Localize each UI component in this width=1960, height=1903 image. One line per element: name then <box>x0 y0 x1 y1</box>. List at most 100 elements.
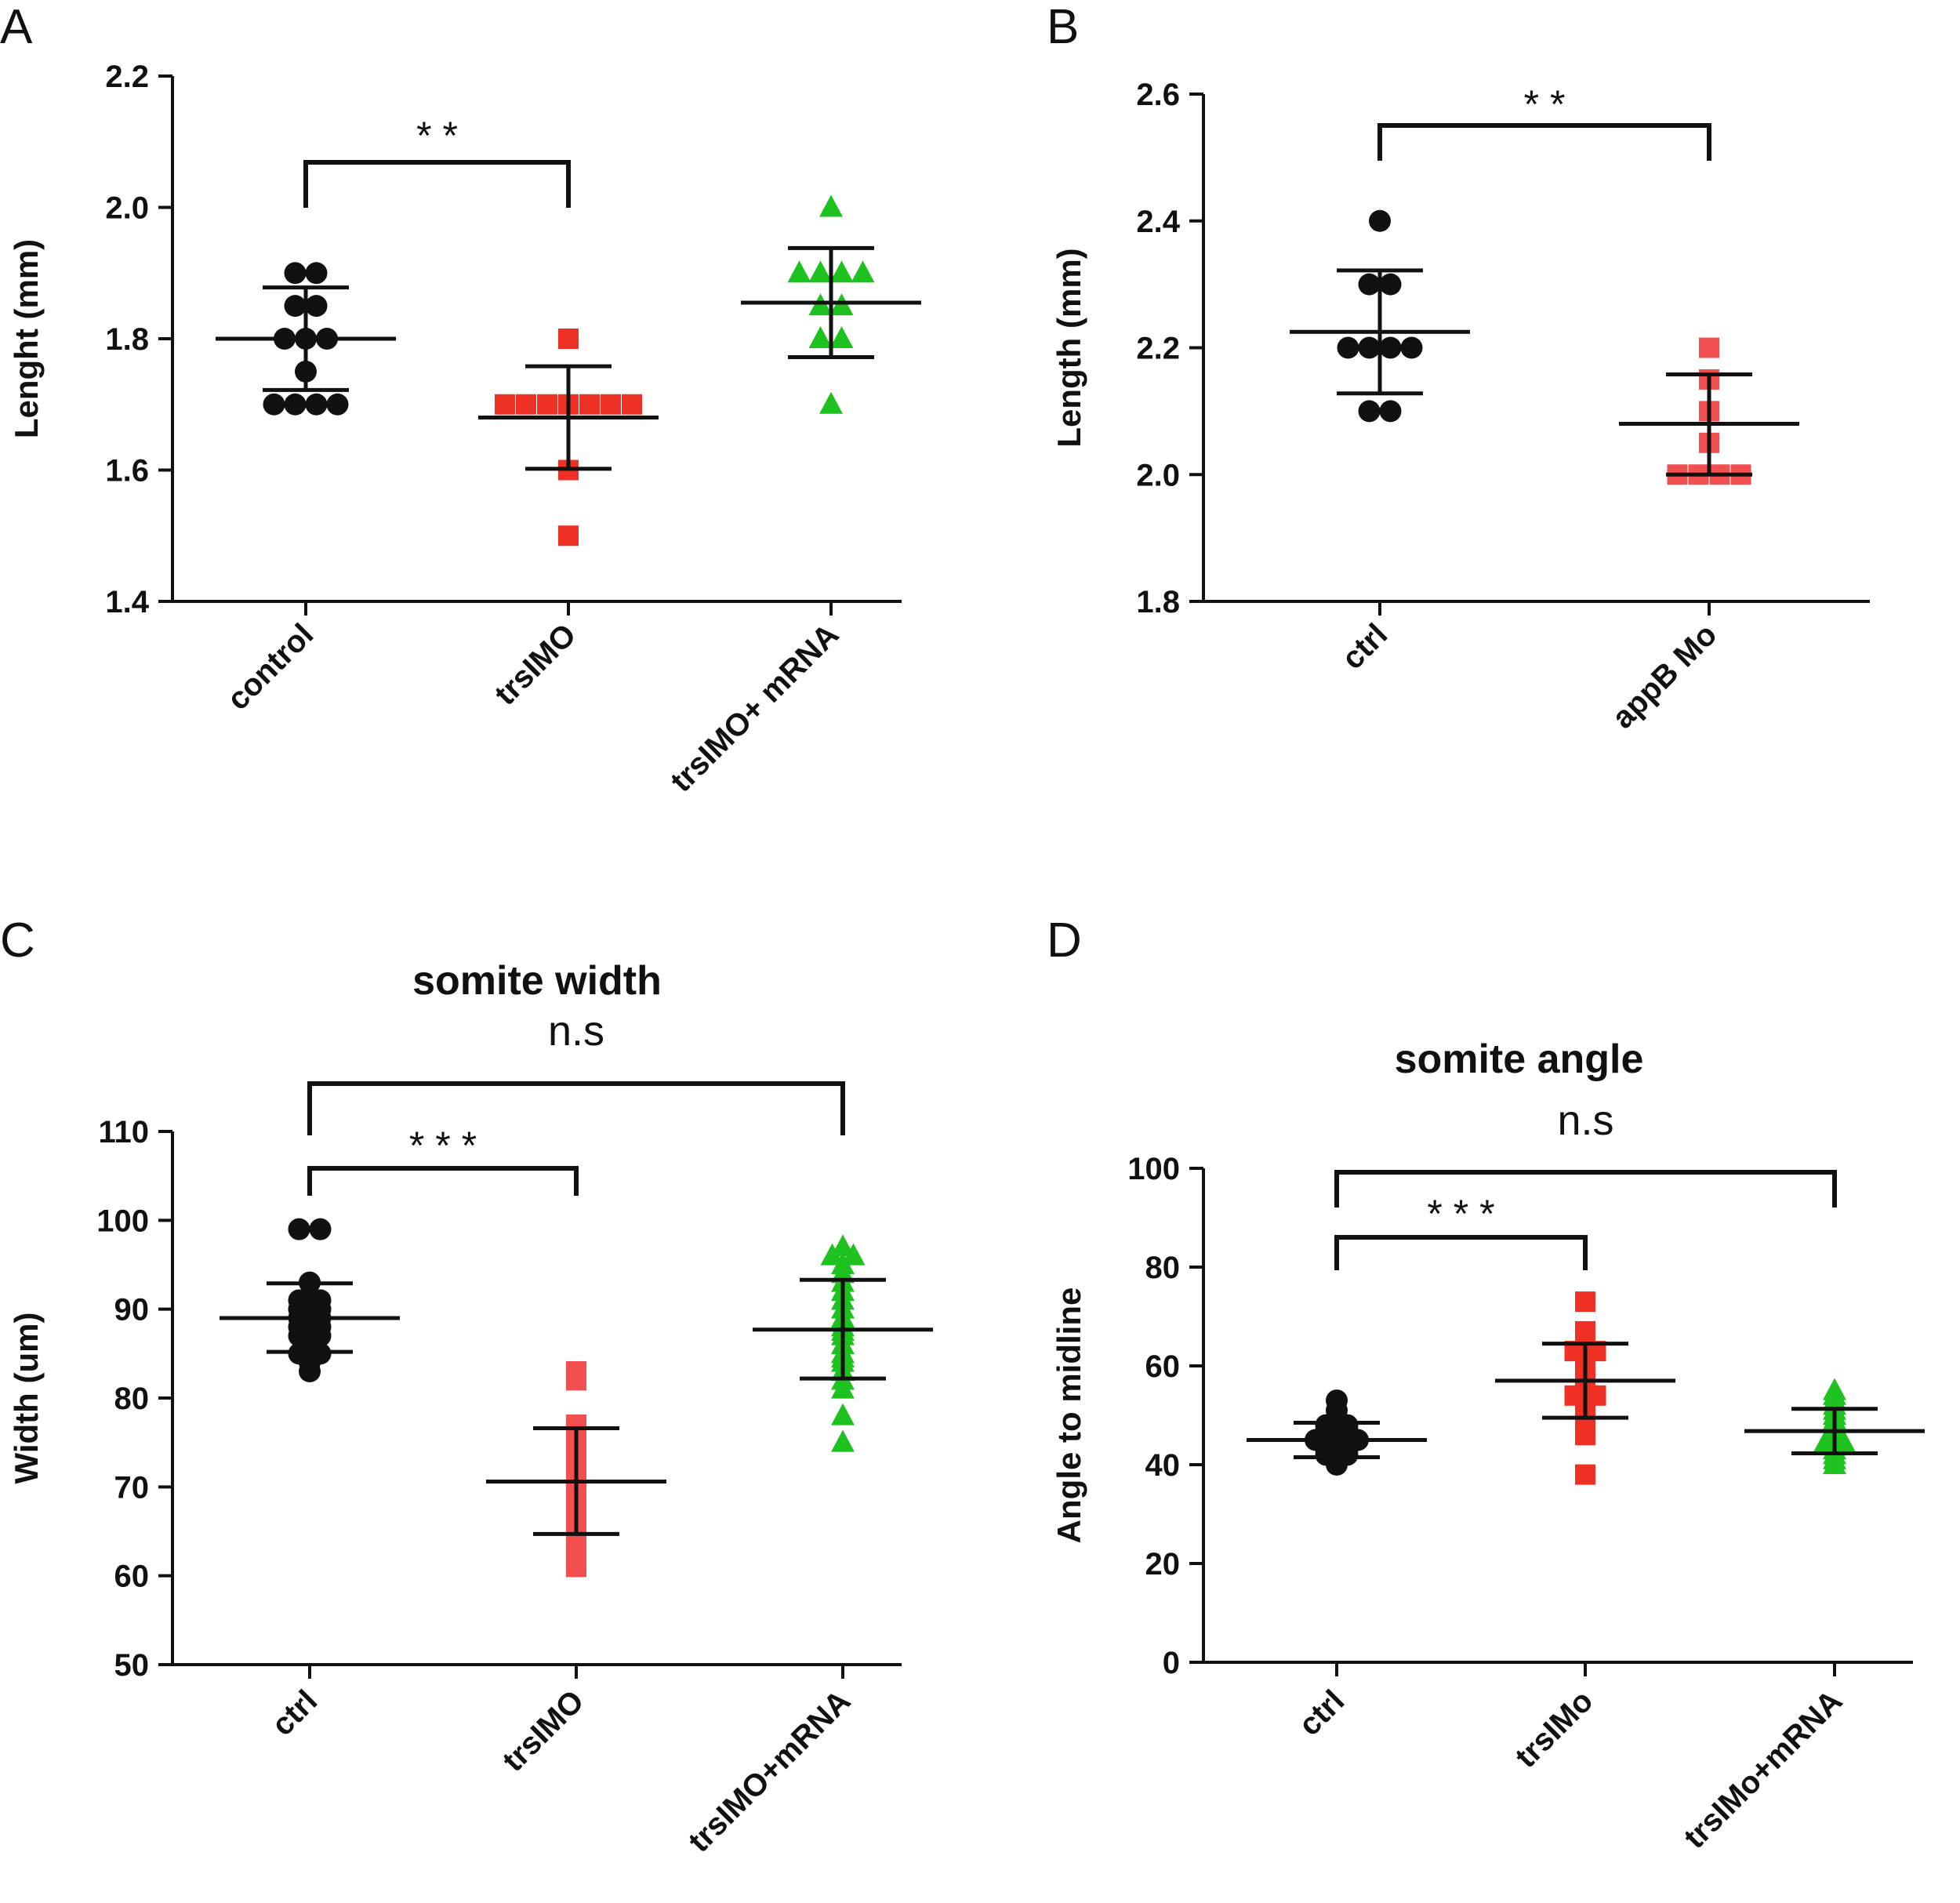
x-tick-label: appB Mo <box>1606 617 1724 735</box>
x-tick-label: trsIMO <box>488 617 583 712</box>
data-point <box>558 525 579 547</box>
y-axis-label: Width (um) <box>8 1313 45 1484</box>
data-point <box>284 393 307 416</box>
y-tick-label: 90 <box>114 1293 150 1327</box>
data-point <box>1379 273 1402 296</box>
x-tick-label: trsIMO+mRNA <box>682 1683 858 1859</box>
y-tick-label: 60 <box>1145 1349 1181 1384</box>
data-point <box>808 326 833 348</box>
series-ctrl <box>1247 1389 1427 1476</box>
data-point <box>284 295 307 318</box>
data-point <box>516 394 536 415</box>
y-tick-label: 100 <box>1127 1152 1180 1186</box>
x-tick-label: control <box>220 617 320 717</box>
y-axis-label: Length (mm) <box>1051 248 1087 447</box>
data-point <box>1575 1464 1595 1485</box>
data-point <box>305 262 328 285</box>
data-point <box>309 1218 332 1240</box>
data-point <box>841 1243 866 1266</box>
series-ctrl <box>1290 209 1470 423</box>
y-tick-label: 0 <box>1163 1646 1180 1680</box>
panel-a: A 1.4 1.6 1.8 2.0 2.2 Lenght (mm) control trsIMO… <box>0 0 921 799</box>
data-point <box>1575 1291 1595 1313</box>
y-tick-label: 2.2 <box>105 60 149 94</box>
data-point <box>808 260 833 283</box>
panel-letter: C <box>0 913 35 968</box>
significance-bracket <box>303 160 571 208</box>
series-trsimo-mrna <box>741 194 921 414</box>
data-point <box>831 1403 855 1425</box>
significance-label: * * <box>416 114 458 158</box>
data-point <box>831 1429 855 1452</box>
data-point <box>622 394 642 415</box>
data-point <box>1400 336 1423 359</box>
x-tick-label: trsIMO+ mRNA <box>664 617 846 799</box>
data-point <box>1379 400 1402 423</box>
chart-title: somite angle <box>1395 1037 1644 1082</box>
data-point <box>787 260 811 283</box>
data-point <box>1358 273 1381 296</box>
data-point <box>829 326 854 348</box>
y-axis-label: Angle to midline <box>1051 1287 1087 1544</box>
data-point <box>579 394 600 415</box>
series-trsimo <box>486 1361 666 1578</box>
data-point <box>819 391 843 414</box>
data-point <box>284 262 307 285</box>
data-point <box>601 394 621 415</box>
y-tick-label: 70 <box>114 1470 150 1505</box>
data-point <box>495 394 515 415</box>
significance-label: * * * <box>409 1124 477 1168</box>
significance-label: * * * <box>1427 1192 1494 1236</box>
chart-title: somite width <box>412 958 662 1004</box>
data-point <box>305 295 328 318</box>
y-tick-label: 2.0 <box>1136 458 1180 492</box>
data-point <box>566 1370 586 1391</box>
y-tick-label: 2.6 <box>1136 78 1180 112</box>
significance-label: n.s <box>1557 1097 1613 1144</box>
significance-label: n.s <box>548 1008 604 1055</box>
data-point <box>1337 336 1359 359</box>
panel-letter: B <box>1047 0 1079 54</box>
data-point <box>537 394 557 415</box>
y-tick-label: 50 <box>114 1648 150 1683</box>
data-point <box>1823 1452 1846 1474</box>
data-point <box>299 1360 321 1382</box>
data-point <box>326 393 349 416</box>
series-appb-mo <box>1619 337 1799 485</box>
x-tick-label: trsIMo <box>1508 1683 1599 1774</box>
data-point <box>288 1218 310 1240</box>
y-tick-label: 1.4 <box>105 585 149 619</box>
data-point <box>819 194 843 217</box>
data-point <box>829 260 854 283</box>
panel-letter: A <box>0 0 33 54</box>
y-tick-label: 100 <box>96 1204 149 1238</box>
y-tick-label: 40 <box>1145 1448 1181 1483</box>
y-tick-label: 80 <box>1145 1251 1181 1285</box>
data-point <box>1575 1425 1595 1446</box>
x-tick-label: ctrl <box>1335 617 1394 676</box>
y-tick-label: 2.4 <box>1136 205 1180 239</box>
series-trsimo-mrna <box>753 1234 933 1452</box>
data-point <box>566 1556 586 1578</box>
series-trsimo <box>1495 1291 1675 1485</box>
panel-letter: D <box>1047 913 1082 968</box>
series-control <box>216 262 396 416</box>
y-axis-label: Lenght (mm) <box>8 239 45 438</box>
data-point <box>1358 400 1381 423</box>
data-point <box>1369 209 1391 232</box>
significance-bracket <box>1377 123 1711 161</box>
y-tick-label: 80 <box>114 1382 150 1416</box>
y-tick-label: 110 <box>98 1115 149 1149</box>
series-ctrl <box>220 1218 400 1382</box>
data-point <box>1699 337 1719 358</box>
significance-bracket <box>1334 1170 1837 1208</box>
y-tick-label: 1.6 <box>105 454 149 488</box>
data-point <box>831 1376 855 1399</box>
y-tick-label: 60 <box>114 1560 150 1594</box>
significance-bracket <box>307 1081 845 1135</box>
data-point <box>558 329 579 349</box>
data-point <box>1358 336 1381 359</box>
data-point <box>831 1234 855 1257</box>
